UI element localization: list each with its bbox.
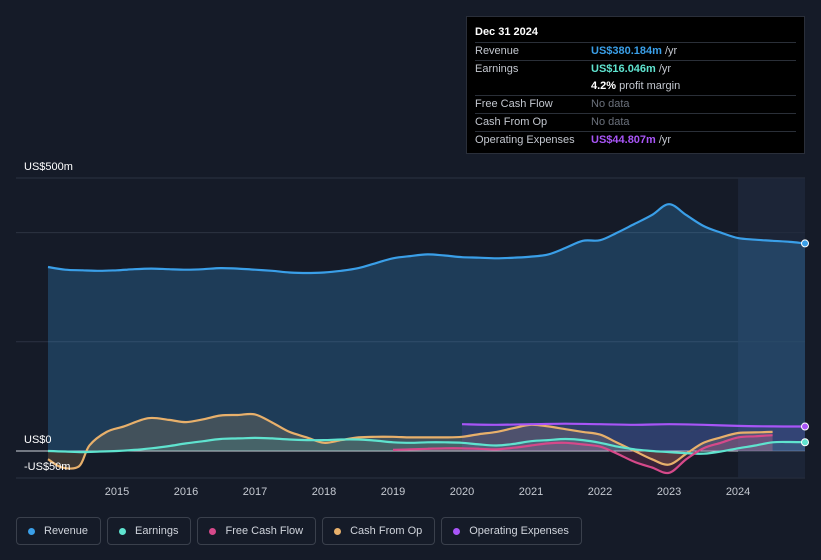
legend-dot-icon [334, 527, 342, 535]
free-cash-flow-area [393, 435, 773, 474]
legend-operating-expenses[interactable]: Operating Expenses [441, 517, 582, 545]
legend-dot-icon [119, 527, 127, 535]
x-tick-label: 2021 [519, 486, 543, 498]
legend-dot-icon [209, 527, 217, 535]
legend-label: Free Cash Flow [225, 525, 304, 537]
y-label-zero: US$0 [24, 434, 52, 446]
revenue-line [47, 203, 806, 275]
tooltip-label: Cash From Op [475, 116, 548, 128]
x-tick-label: 2015 [105, 486, 129, 498]
legend-label: Earnings [135, 525, 179, 537]
legend-label: Operating Expenses [469, 525, 569, 537]
tooltip-value: US$44.807m [591, 134, 656, 146]
tooltip-unit: /yr [658, 63, 672, 75]
tooltip-row-margin: 4.2% profit margin [475, 78, 796, 95]
legend-dot-icon [453, 527, 461, 535]
tooltip-unit: profit margin [619, 80, 681, 92]
operating-expenses-line [461, 422, 806, 428]
tooltip-row-fcf: Free Cash Flow No data [475, 95, 796, 113]
x-tick-label: 2023 [657, 486, 681, 498]
legend-free-cash-flow[interactable]: Free Cash Flow [197, 517, 317, 545]
revenue-endpoint [801, 239, 809, 248]
tooltip-label: Revenue [475, 45, 520, 57]
y-label-top: US$500m [24, 161, 73, 173]
highlight-band [738, 178, 805, 478]
x-tick-label: 2022 [588, 486, 612, 498]
tooltip-row-earnings: Earnings US$16.046m /yr [475, 60, 796, 78]
x-tick-label: 2018 [312, 486, 336, 498]
tooltip-date: Dec 31 2024 [475, 26, 538, 38]
tooltip-label: Operating Expenses [475, 134, 575, 146]
tooltip-value: No data [591, 116, 630, 128]
legend-revenue[interactable]: Revenue [16, 517, 102, 545]
tooltip-value: US$380.184m [591, 45, 662, 57]
tooltip-unit: /yr [664, 45, 678, 57]
tooltip-row-opex: Operating Expenses US$44.807m /yr [475, 131, 796, 149]
cash-from-op-area [48, 413, 773, 469]
tooltip-label [475, 78, 591, 95]
legend-earnings[interactable]: Earnings [107, 517, 192, 545]
earnings-area [48, 437, 805, 454]
earnings-line [47, 436, 806, 455]
tooltip-value: No data [591, 98, 630, 110]
legend-cash-from-op[interactable]: Cash From Op [322, 517, 436, 545]
tooltip-row-cfo: Cash From Op No data [475, 113, 796, 131]
chart-legend: Revenue Earnings Free Cash Flow Cash Fro… [16, 517, 582, 545]
cash-from-op-line [47, 412, 773, 470]
revenue-area [48, 204, 805, 451]
x-tick-label: 2020 [450, 486, 474, 498]
legend-label: Cash From Op [350, 525, 423, 537]
tooltip-unit: /yr [658, 134, 672, 146]
data-tooltip: Dec 31 2024 Revenue US$380.184m /yr Earn… [466, 16, 805, 154]
tooltip-value: 4.2% [591, 80, 617, 92]
y-label-bottom: -US$50m [24, 461, 70, 473]
earnings-endpoint [801, 438, 809, 447]
tooltip-label: Free Cash Flow [475, 98, 553, 110]
x-tick-label: 2016 [174, 486, 198, 498]
free-cash-flow-line [392, 434, 773, 475]
legend-label: Revenue [44, 525, 89, 537]
legend-dot-icon [28, 527, 35, 535]
tooltip-value: US$16.046m [591, 63, 656, 75]
x-tick-label: 2019 [381, 486, 405, 498]
tooltip-row-revenue: Revenue US$380.184m /yr [475, 42, 796, 60]
x-tick-label: 2017 [243, 486, 267, 498]
x-tick-label: 2024 [726, 486, 750, 498]
operating-expenses-endpoint [801, 422, 809, 431]
tooltip-label: Earnings [475, 63, 519, 75]
